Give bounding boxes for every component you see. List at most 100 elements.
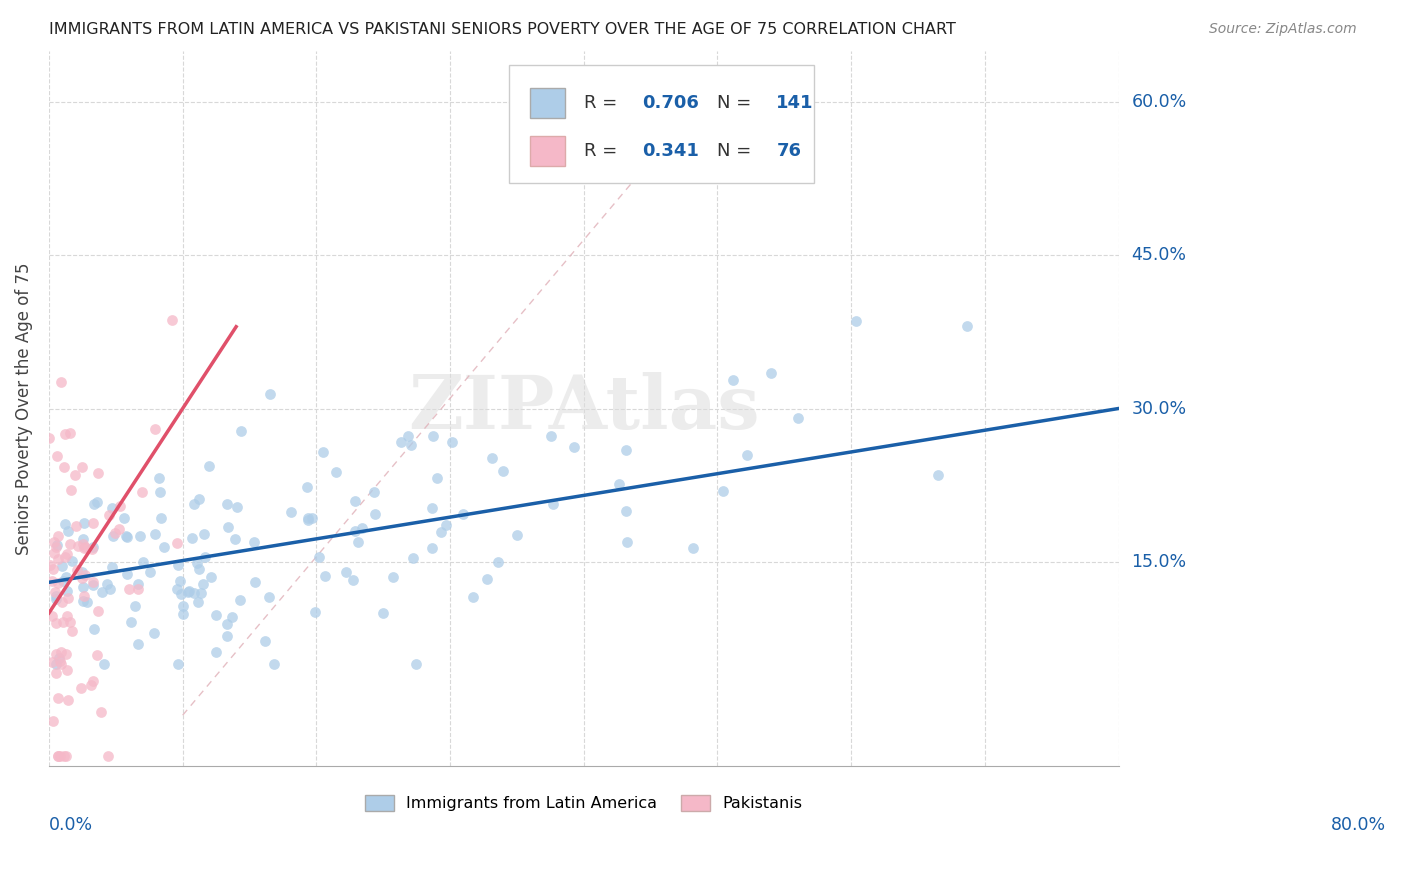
Point [73,541,96,555]
Point [52,749,75,764]
Point [101,501,124,516]
Point [80,678,103,692]
Point [98,582,121,596]
Point [304,605,326,619]
Point [475,572,498,586]
Point [90,584,112,599]
Point [352,521,374,535]
Point [72,459,94,474]
Point [297,513,319,527]
Point [49,654,72,668]
Point [735,449,758,463]
Point [86,648,108,663]
Point [128,529,150,543]
Text: 80.0%: 80.0% [1331,816,1386,834]
Text: IMMIGRANTS FROM LATIN AMERICA VS PAKISTANI SENIORS POVERTY OVER THE AGE OF 75 CO: IMMIGRANTS FROM LATIN AMERICA VS PAKISTA… [49,22,956,37]
Point [112,511,135,525]
Text: ZIPAtlas: ZIPAtlas [408,372,759,445]
Point [142,626,165,640]
Point [83,622,105,636]
Point [90,706,112,720]
Point [108,522,131,536]
Point [166,582,188,596]
Point [44,584,66,599]
Point [53,460,76,475]
Point [422,541,444,555]
Point [45,449,67,463]
Point [254,633,277,648]
Point [38,558,60,573]
Point [153,540,176,554]
Point [56,591,79,605]
Point [325,465,347,479]
Point [59,426,82,441]
Point [93,657,115,671]
Point [72,571,94,585]
Point [55,749,77,764]
Point [52,615,75,630]
Point [65,467,87,482]
Point [389,435,412,450]
Point [204,645,226,659]
FancyBboxPatch shape [509,65,814,183]
Point [45,540,67,554]
Point [314,569,336,583]
Point [405,657,427,671]
Point [381,570,404,584]
Point [120,615,142,629]
Point [295,480,318,494]
Point [45,616,67,631]
Point [87,466,110,480]
Point [343,524,366,538]
Point [46,552,69,566]
Point [87,604,110,618]
Point [72,537,94,551]
Point [51,558,73,573]
Point [453,507,475,521]
Point [60,624,83,638]
Point [172,599,194,614]
Point [45,666,67,681]
Point [101,560,124,574]
Point [217,617,239,632]
Point [229,424,252,438]
Point [55,663,77,677]
Point [167,657,190,671]
Point [52,574,75,588]
Point [343,494,366,508]
Point [193,526,215,541]
Point [198,458,221,473]
Point [169,574,191,588]
Point [486,555,509,569]
Point [143,526,166,541]
Point [38,431,60,445]
Point [59,537,82,551]
Point [150,511,173,525]
Point [160,313,183,327]
Point [115,529,138,543]
Point [426,471,449,485]
Text: 15.0%: 15.0% [1132,553,1187,571]
Point [48,651,70,665]
Point [759,367,782,381]
Point [200,570,222,584]
Point [75,568,97,582]
Point [301,510,323,524]
Point [103,529,125,543]
Point [56,524,79,538]
Point [56,547,79,561]
FancyBboxPatch shape [530,88,565,118]
Point [540,429,562,443]
Point [172,607,194,621]
Point [217,520,239,534]
Point [402,550,425,565]
Point [166,536,188,550]
Point [335,565,357,579]
Point [82,673,104,688]
Point [221,609,243,624]
Point [143,422,166,436]
Point [59,483,82,498]
Point [49,749,72,764]
Point [131,484,153,499]
Point [723,373,745,387]
